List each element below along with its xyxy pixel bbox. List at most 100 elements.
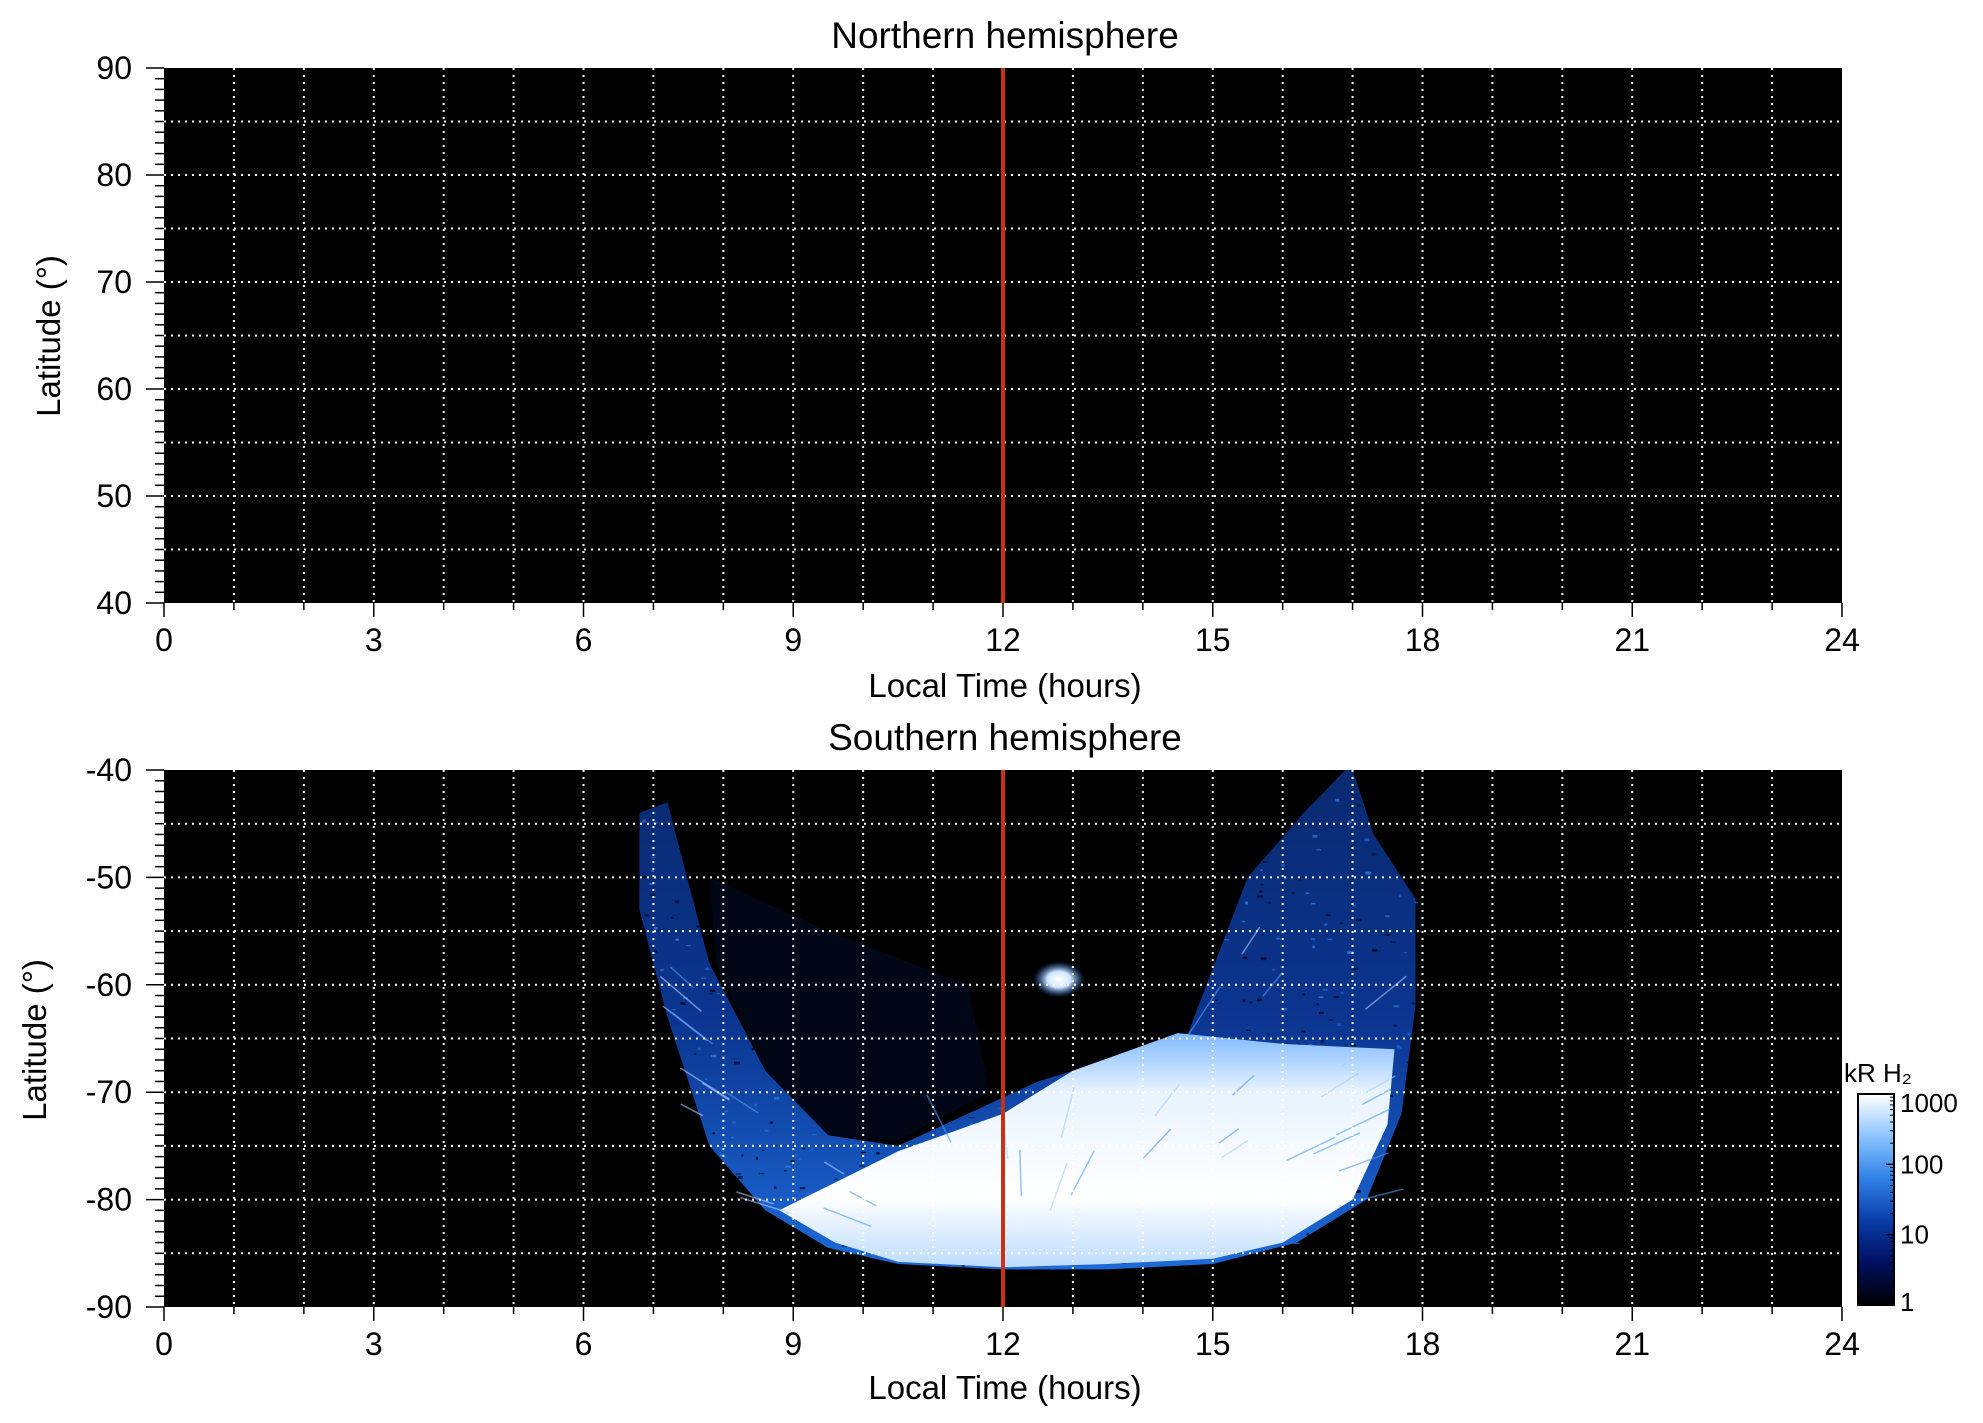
streak [1187, 986, 1221, 1036]
speckle [704, 1078, 707, 1080]
south-panel: Southern hemisphere -40 -50 -60 -70 -80 -90 0… [16, 717, 1860, 1406]
streak [1070, 1150, 1095, 1196]
streak [680, 1103, 704, 1117]
dark-gap-region [709, 877, 989, 1141]
speckle [1411, 1002, 1417, 1005]
x-tick-label: 18 [1405, 622, 1441, 658]
x-tick-label: 6 [575, 1326, 593, 1362]
speckle [1404, 952, 1407, 954]
speckle [1398, 894, 1402, 898]
speckle [732, 1121, 736, 1124]
speckle [1268, 901, 1271, 904]
speckle [1372, 948, 1378, 952]
x-tick-label: 12 [985, 1326, 1021, 1362]
y-tick-label: 40 [96, 585, 132, 621]
streak [701, 1082, 730, 1101]
speckle [642, 876, 648, 879]
speckle [1337, 1023, 1342, 1026]
speckle [701, 977, 707, 979]
speckle [1323, 988, 1328, 991]
speckle [654, 927, 658, 930]
speckle [1306, 1233, 1310, 1236]
x-tick-label: 12 [985, 622, 1021, 658]
speckle [764, 1129, 769, 1132]
x-tick-label: 18 [1405, 1326, 1441, 1362]
speckle [860, 1151, 867, 1154]
streak [1364, 975, 1407, 1010]
speckle [845, 1175, 850, 1177]
speckle [674, 900, 680, 904]
y-tick-label: 70 [96, 264, 132, 300]
speckle [1224, 939, 1229, 941]
speckle [1249, 1001, 1253, 1004]
speckle [1312, 834, 1318, 838]
x-tick-label: 15 [1195, 622, 1231, 658]
speckle [1364, 838, 1370, 842]
streak [659, 975, 702, 1012]
north-grid [164, 68, 1842, 603]
speckle [968, 1116, 975, 1119]
speckle [1242, 999, 1246, 1003]
speckle [1327, 938, 1333, 940]
speckle [1272, 968, 1276, 971]
speckle [1320, 1039, 1324, 1043]
speckle [642, 819, 646, 823]
speckle [774, 1096, 780, 1100]
speckle [1262, 861, 1268, 863]
streak [1019, 1149, 1023, 1197]
speckle [1407, 1032, 1411, 1036]
speckle [1260, 869, 1263, 872]
colorbar-tick-label: 100 [1900, 1149, 1943, 1179]
speckle [1324, 923, 1328, 926]
colorbar-tick-label: 10 [1900, 1220, 1929, 1250]
speckle [1246, 1029, 1251, 1031]
speckle [1325, 828, 1329, 831]
streak [1221, 1140, 1249, 1159]
y-tick-label: 80 [96, 157, 132, 193]
speckle [672, 1009, 676, 1011]
speckle [694, 1052, 697, 1056]
speckle [798, 1158, 801, 1161]
speckle [806, 1193, 812, 1195]
speckle [876, 1152, 880, 1155]
speckle [811, 1147, 814, 1151]
speckle [1291, 892, 1295, 894]
speckle [1352, 904, 1356, 907]
y-tick-label: -50 [86, 859, 132, 895]
y-tick-label: -80 [86, 1182, 132, 1218]
speckle [1298, 877, 1301, 881]
speckle [751, 1047, 758, 1051]
speckle [694, 1092, 700, 1095]
x-tick-label: 0 [155, 622, 173, 658]
streak [1262, 972, 1284, 998]
north-x-axis-label: Local Time (hours) [868, 667, 1141, 704]
speckle [1281, 1007, 1287, 1011]
streak [1142, 1128, 1172, 1159]
north-y-ticks [146, 67, 164, 604]
speckle [1301, 1030, 1306, 1033]
speckle [696, 925, 701, 928]
speckle [1310, 938, 1316, 941]
streak [726, 1091, 759, 1114]
streak [736, 1191, 774, 1205]
streak [1361, 1088, 1392, 1106]
speckle [1312, 945, 1315, 949]
speckle [1390, 1094, 1393, 1097]
speckle [1351, 1043, 1356, 1047]
speckle [1414, 901, 1418, 904]
speckle [755, 1156, 758, 1160]
speckle [1245, 901, 1248, 905]
speckle [1385, 915, 1390, 918]
y-tick-label: -40 [86, 752, 132, 788]
speckle [1027, 1088, 1031, 1092]
streak [1313, 1132, 1361, 1155]
streak [1365, 1075, 1396, 1094]
streak [1340, 1052, 1363, 1068]
speckle [1393, 1024, 1398, 1027]
speckle [1257, 895, 1263, 898]
speckle [842, 1244, 848, 1247]
streak [1338, 1152, 1389, 1172]
streak [823, 1207, 872, 1228]
x-tick-label: 21 [1614, 622, 1650, 658]
x-tick-label: 24 [1824, 622, 1860, 658]
